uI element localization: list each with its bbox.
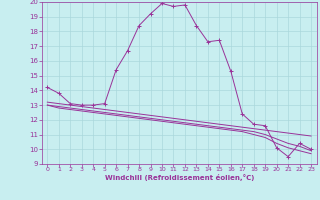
X-axis label: Windchill (Refroidissement éolien,°C): Windchill (Refroidissement éolien,°C) [105, 174, 254, 181]
